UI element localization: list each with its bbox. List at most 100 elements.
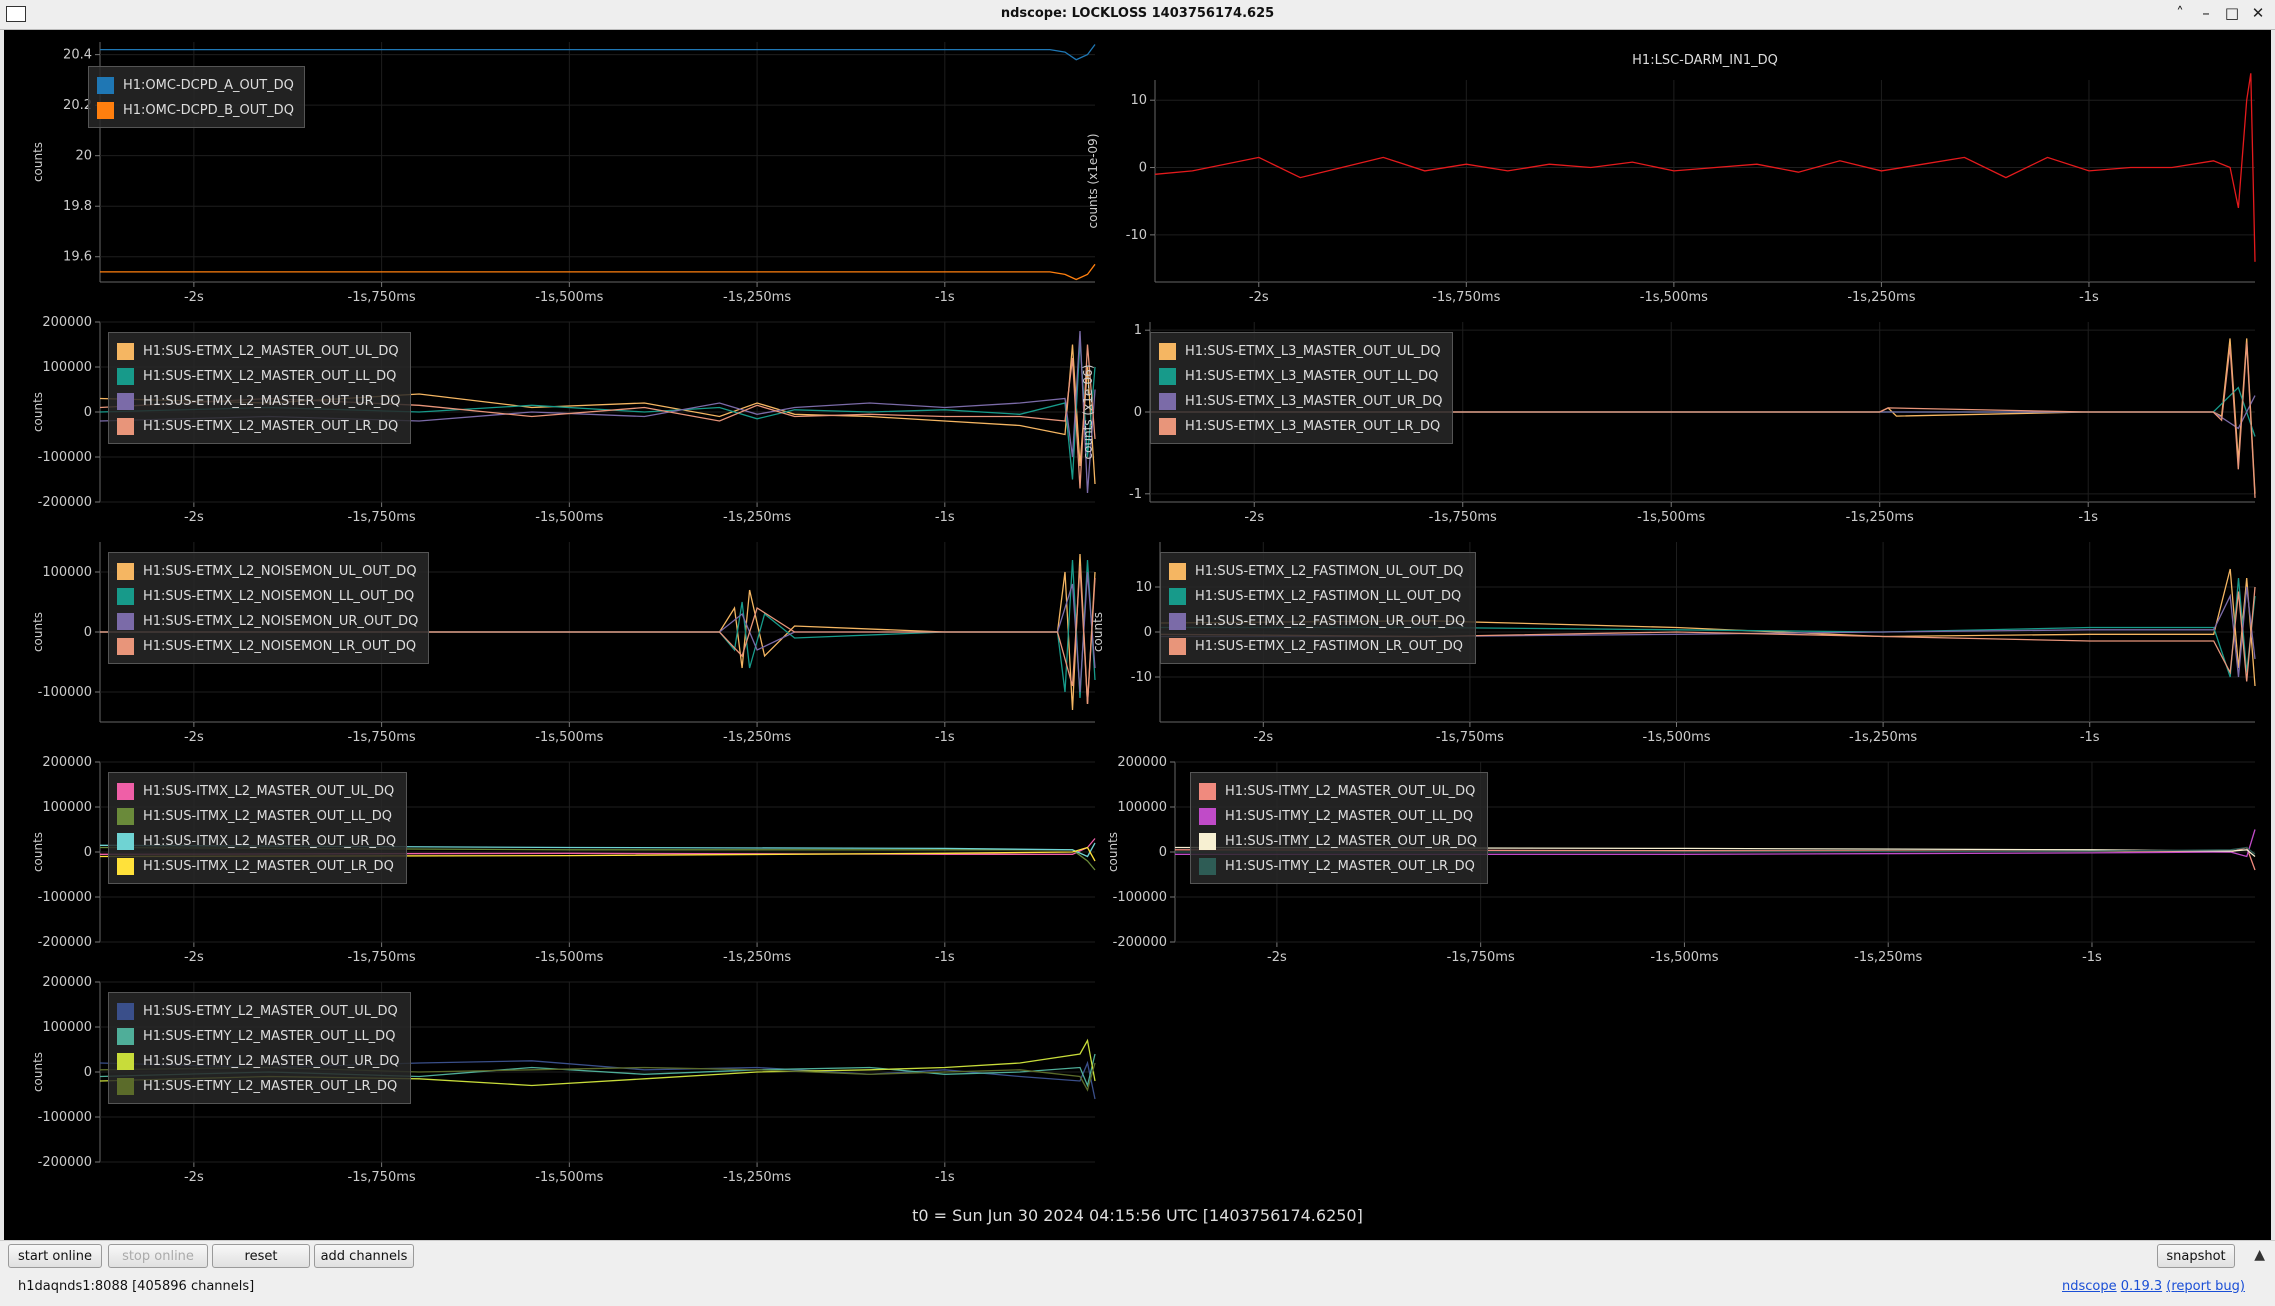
legend-item[interactable]: H1:SUS-ETMY_L2_MASTER_OUT_UL_DQ <box>117 999 400 1024</box>
plot-panel-1[interactable]: -2s -1s,750ms -1s,500ms -1s,250ms -1s 20.4 20.… <box>0 30 1110 310</box>
expand-arrow-icon[interactable]: ▲ <box>2254 1247 2265 1263</box>
y-axis-label: counts <box>31 612 45 652</box>
legend-item[interactable]: H1:OMC-DCPD_A_OUT_DQ <box>97 73 294 98</box>
legend-item[interactable]: H1:SUS-ETMX_L2_NOISEMON_LL_OUT_DQ <box>117 584 418 609</box>
legend-item[interactable]: H1:SUS-ITMX_L2_MASTER_OUT_UR_DQ <box>117 829 396 854</box>
legend-item[interactable]: H1:SUS-ETMY_L2_MASTER_OUT_UR_DQ <box>117 1049 400 1074</box>
y-tick-label: 0 <box>84 405 92 420</box>
legend-swatch <box>117 638 134 655</box>
series-line <box>1159 586 2256 682</box>
version-info: ndscope 0.19.3 (report bug) <box>2062 1279 2245 1294</box>
x-tick-label: -1s <box>2082 950 2102 965</box>
legend-item[interactable]: H1:OMC-DCPD_B_OUT_DQ <box>97 98 294 123</box>
y-axis-label: counts <box>1106 832 1120 872</box>
y-tick-label: 200000 <box>42 975 92 990</box>
y-axis-label: counts <box>31 392 45 432</box>
y-tick-label: 0 <box>1159 845 1167 860</box>
y-tick-label: 0 <box>1134 405 1142 420</box>
legend-item[interactable]: H1:SUS-ETMX_L2_FASTIMON_UR_OUT_DQ <box>1169 609 1465 634</box>
minimize-icon[interactable]: – <box>2202 4 2210 22</box>
plot-panel-7[interactable]: -2s -1s,750ms -1s,500ms -1s,250ms -1s 200000 1… <box>0 752 1110 972</box>
y-tick-label: 10 <box>1135 580 1152 595</box>
legend-item[interactable]: H1:SUS-ETMX_L2_MASTER_OUT_UR_DQ <box>117 389 400 414</box>
plot-panel-5[interactable]: -2s -1s,750ms -1s,500ms -1s,250ms -1s 100000 0… <box>0 532 1110 752</box>
legend-item[interactable]: H1:SUS-ITMY_L2_MASTER_OUT_LL_DQ <box>1199 804 1477 829</box>
y-tick-label: -10 <box>1126 228 1147 243</box>
plot-svg: -2s -1s,750ms -1s,500ms -1s,250ms -1s 200000 1… <box>31 315 1096 525</box>
y-tick-label: 100000 <box>42 565 92 580</box>
legend-swatch <box>117 858 134 875</box>
x-tick-label: -1s,250ms <box>723 950 791 965</box>
legend-item[interactable]: H1:SUS-ETMX_L2_FASTIMON_LR_OUT_DQ <box>1169 634 1465 659</box>
legend-swatch <box>1169 588 1186 605</box>
legend-item[interactable]: H1:SUS-ETMX_L2_NOISEMON_UR_OUT_DQ <box>117 609 418 634</box>
stop-online-button[interactable]: stop online <box>108 1244 208 1268</box>
legend-label: H1:SUS-ETMX_L2_NOISEMON_LR_OUT_DQ <box>143 639 417 654</box>
reset-button[interactable]: reset <box>212 1244 310 1268</box>
legend-swatch <box>117 1053 134 1070</box>
legend-label: H1:SUS-ETMX_L2_MASTER_OUT_UR_DQ <box>143 394 401 409</box>
t0-label: t0 = Sun Jun 30 2024 04:15:56 UTC [14037… <box>912 1206 1363 1225</box>
legend-item[interactable]: H1:SUS-ITMX_L2_MASTER_OUT_LR_DQ <box>117 854 396 879</box>
series-line <box>99 842 1096 858</box>
legend-item[interactable]: H1:SUS-ETMX_L2_MASTER_OUT_UL_DQ <box>117 339 400 364</box>
x-tick-label: -1s,750ms <box>348 730 416 745</box>
plot-panel-8[interactable]: -2s -1s,750ms -1s,500ms -1s,250ms -1s 200000 1… <box>1106 752 2275 972</box>
y-axis-label: counts (x1e-06) <box>1081 364 1095 459</box>
legend-item[interactable]: H1:SUS-ETMX_L2_MASTER_OUT_LR_DQ <box>117 414 400 439</box>
legend-item[interactable]: H1:SUS-ITMY_L2_MASTER_OUT_UR_DQ <box>1199 829 1477 854</box>
y-tick-label: 19.8 <box>63 199 92 214</box>
series-line <box>1154 73 2256 262</box>
legend-item[interactable]: H1:SUS-ETMX_L2_FASTIMON_LL_OUT_DQ <box>1169 584 1465 609</box>
collapse-icon[interactable]: ˄ <box>2176 4 2184 22</box>
legend-item[interactable]: H1:SUS-ETMX_L2_NOISEMON_LR_OUT_DQ <box>117 634 418 659</box>
x-tick-label: -1s,500ms <box>1637 510 1705 525</box>
legend-item[interactable]: H1:SUS-ETMX_L3_MASTER_OUT_LL_DQ <box>1159 364 1442 389</box>
plot-panel-6[interactable]: -2s -1s,750ms -1s,500ms -1s,250ms -1s 10 0 -10 c… <box>1091 532 2275 752</box>
legend-label: H1:SUS-ITMX_L2_MASTER_OUT_UR_DQ <box>143 834 397 849</box>
legend-item[interactable]: H1:SUS-ETMX_L2_MASTER_OUT_LL_DQ <box>117 364 400 389</box>
y-tick-label: 100000 <box>42 1020 92 1035</box>
legend-swatch <box>1199 833 1216 850</box>
series-line <box>99 344 1096 489</box>
legend-item[interactable]: H1:SUS-ETMY_L2_MASTER_OUT_LR_DQ <box>117 1074 400 1099</box>
x-tick-label: -1s,250ms <box>723 290 791 305</box>
plot-panel-4[interactable]: -2s -1s,750ms -1s,500ms -1s,250ms -1s 1 0 -1 cou… <box>1081 312 2275 532</box>
add-channels-button[interactable]: add channels <box>314 1244 414 1268</box>
legend-item[interactable]: H1:SUS-ITMX_L2_MASTER_OUT_UL_DQ <box>117 779 396 804</box>
legend-item[interactable]: H1:SUS-ETMY_L2_MASTER_OUT_LL_DQ <box>117 1024 400 1049</box>
app-window-icon[interactable] <box>6 6 26 22</box>
x-tick-label: -1s,500ms <box>1642 730 1710 745</box>
plot-panel-9[interactable]: -2s -1s,750ms -1s,500ms -1s,250ms -1s 200000 1… <box>0 972 1110 1192</box>
x-tick-label: -2s <box>1244 510 1264 525</box>
close-icon[interactable]: ✕ <box>2251 4 2265 22</box>
legend-item[interactable]: H1:SUS-ETMX_L2_FASTIMON_UL_OUT_DQ <box>1169 559 1465 584</box>
maximize-icon[interactable]: □ <box>2224 4 2240 22</box>
x-tick-label: -2s <box>1253 730 1273 745</box>
ndscope-link[interactable]: ndscope <box>2062 1279 2117 1294</box>
start-online-button[interactable]: start online <box>8 1244 102 1268</box>
plot-svg: -2s -1s,750ms -1s,500ms -1s,250ms -1s 1 0 -1 cou… <box>1081 322 2256 525</box>
report-bug-link[interactable]: (report bug) <box>2166 1279 2245 1294</box>
plot-panel-2[interactable]: -2s -1s,750ms -1s,500ms -1s,250ms -1s 10 0 -10 c… <box>1086 30 2275 310</box>
snapshot-button[interactable]: snapshot <box>2157 1244 2235 1268</box>
server-status: h1daqnds1:8088 [405896 channels] <box>18 1279 255 1294</box>
legend-swatch <box>117 563 134 580</box>
legend-label: H1:SUS-ITMY_L2_MASTER_OUT_UR_DQ <box>1225 834 1478 849</box>
legend-item[interactable]: H1:SUS-ITMX_L2_MASTER_OUT_LL_DQ <box>117 804 396 829</box>
legend-item[interactable]: H1:SUS-ETMX_L3_MASTER_OUT_LR_DQ <box>1159 414 1442 439</box>
plot-panel-3[interactable]: -2s -1s,750ms -1s,500ms -1s,250ms -1s 200000 1… <box>0 312 1110 532</box>
x-tick-label: -1s,500ms <box>1640 290 1708 305</box>
y-tick-label: 100000 <box>1117 800 1167 815</box>
legend-item[interactable]: H1:SUS-ITMY_L2_MASTER_OUT_LR_DQ <box>1199 854 1477 879</box>
legend: H1:SUS-ETMY_L2_MASTER_OUT_UL_DQ H1:SUS-ET… <box>108 992 411 1104</box>
y-axis-label: counts <box>31 1052 45 1092</box>
legend-item[interactable]: H1:SUS-ETMX_L3_MASTER_OUT_UR_DQ <box>1159 389 1442 414</box>
legend-item[interactable]: H1:SUS-ITMY_L2_MASTER_OUT_UL_DQ <box>1199 779 1477 804</box>
legend-label: H1:SUS-ITMX_L2_MASTER_OUT_LR_DQ <box>143 859 394 874</box>
version-link[interactable]: 0.19.3 <box>2120 1279 2163 1294</box>
legend-item[interactable]: H1:SUS-ETMX_L2_NOISEMON_UL_OUT_DQ <box>117 559 418 584</box>
legend-item[interactable]: H1:SUS-ETMX_L3_MASTER_OUT_UL_DQ <box>1159 339 1442 364</box>
legend-swatch <box>1199 808 1216 825</box>
legend-label: H1:SUS-ETMY_L2_MASTER_OUT_LL_DQ <box>143 1029 396 1044</box>
